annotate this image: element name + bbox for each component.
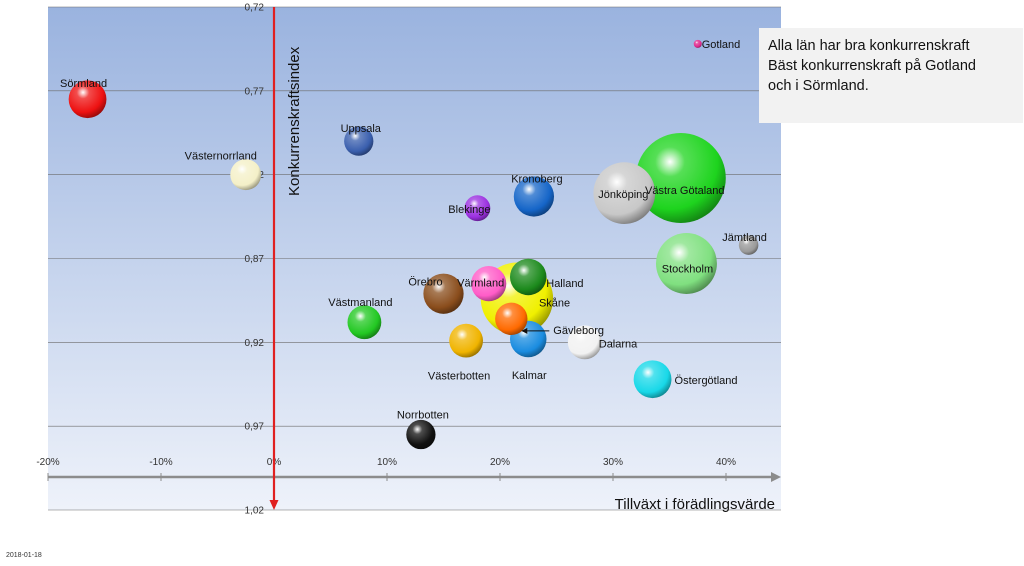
bubble-label: Västra Götaland (645, 185, 725, 197)
bubble (655, 233, 717, 294)
bubble-label: Jämtland (722, 232, 767, 244)
bubble (593, 162, 656, 224)
bubble (344, 126, 374, 156)
bubble-label: Västmanland (328, 297, 392, 309)
bubble (471, 266, 507, 302)
y-tick-label: 0,97 (245, 422, 265, 433)
bubble-label: Uppsala (341, 123, 382, 135)
y-axis-arrowhead (269, 500, 279, 510)
bubble-label: Örebro (408, 277, 442, 289)
y-axis-title: Konkurrenskraftsindex (286, 46, 303, 196)
bubble-label: Skåne (539, 298, 570, 310)
bubble (406, 419, 436, 450)
x-axis-title: Tillväxt i förädlingsvärde (615, 496, 775, 513)
bubble-label: Värmland (457, 278, 504, 290)
bubble (693, 39, 702, 48)
bubble-label: Västerbotten (428, 371, 490, 383)
bubble (423, 273, 464, 314)
annotation-box: Alla län har bra konkurrenskraft Bäst ko… (759, 28, 1023, 123)
leader-arrowhead (521, 327, 528, 334)
x-tick-label: -20% (36, 457, 59, 468)
bubble-label: Västernorrland (185, 151, 257, 163)
y-tick-label: 0,92 (245, 338, 265, 349)
footer-date: 2018-01-18 (6, 552, 42, 559)
bubble (464, 195, 491, 222)
bubble-label: Halland (546, 278, 583, 290)
bubble-label: Stockholm (662, 264, 713, 276)
bubble (495, 302, 528, 336)
x-tick-label: 20% (490, 457, 510, 468)
bubble (449, 323, 484, 358)
bubbles (68, 39, 759, 450)
bubble-label: Gotland (702, 39, 741, 51)
annotation-line: Alla län har bra konkurrenskraft (768, 38, 970, 54)
bubble (738, 235, 759, 255)
bubble-label: Östergötland (675, 375, 738, 387)
bubble-label: Blekinge (448, 204, 490, 216)
bubble-labels: Gotland Sörmland Uppsala Västernorrland Kron… (60, 39, 767, 422)
annotation-line: och i Sörmland. (768, 78, 869, 94)
bubble (635, 133, 726, 224)
annotation-line: Bäst konkurrenskraft på Gotland (768, 58, 976, 74)
bubble (68, 80, 107, 119)
bubble-label: Kronoberg (511, 173, 562, 185)
y-tick-label: 0,72 (245, 3, 265, 14)
bubble-label: Jönköping (598, 189, 648, 201)
bubble (567, 325, 602, 360)
bubble (513, 176, 555, 217)
x-tick-label: -10% (149, 457, 172, 468)
bubble-label: Dalarna (599, 338, 638, 350)
bubble (633, 360, 672, 399)
bubble-label: Kalmar (512, 370, 547, 382)
bubble (509, 258, 547, 296)
y-tick-label: 1,02 (245, 506, 265, 517)
y-tick-label: 0,87 (245, 254, 265, 265)
bubble-label: Norrbotten (397, 410, 449, 422)
x-tick-label: 40% (716, 457, 736, 468)
bubble-label: Sörmland (60, 78, 107, 90)
y-tick-label: 0,77 (245, 86, 265, 97)
bubble (230, 159, 262, 191)
bubble-label: Gävleborg (553, 325, 604, 337)
axes: 0,720,770,820,870,920,971,02-20%-10%0%10… (36, 3, 781, 517)
x-tick-label: 30% (603, 457, 623, 468)
x-axis-arrowhead (771, 472, 781, 482)
bubble (347, 305, 382, 340)
x-tick-label: 10% (377, 457, 397, 468)
